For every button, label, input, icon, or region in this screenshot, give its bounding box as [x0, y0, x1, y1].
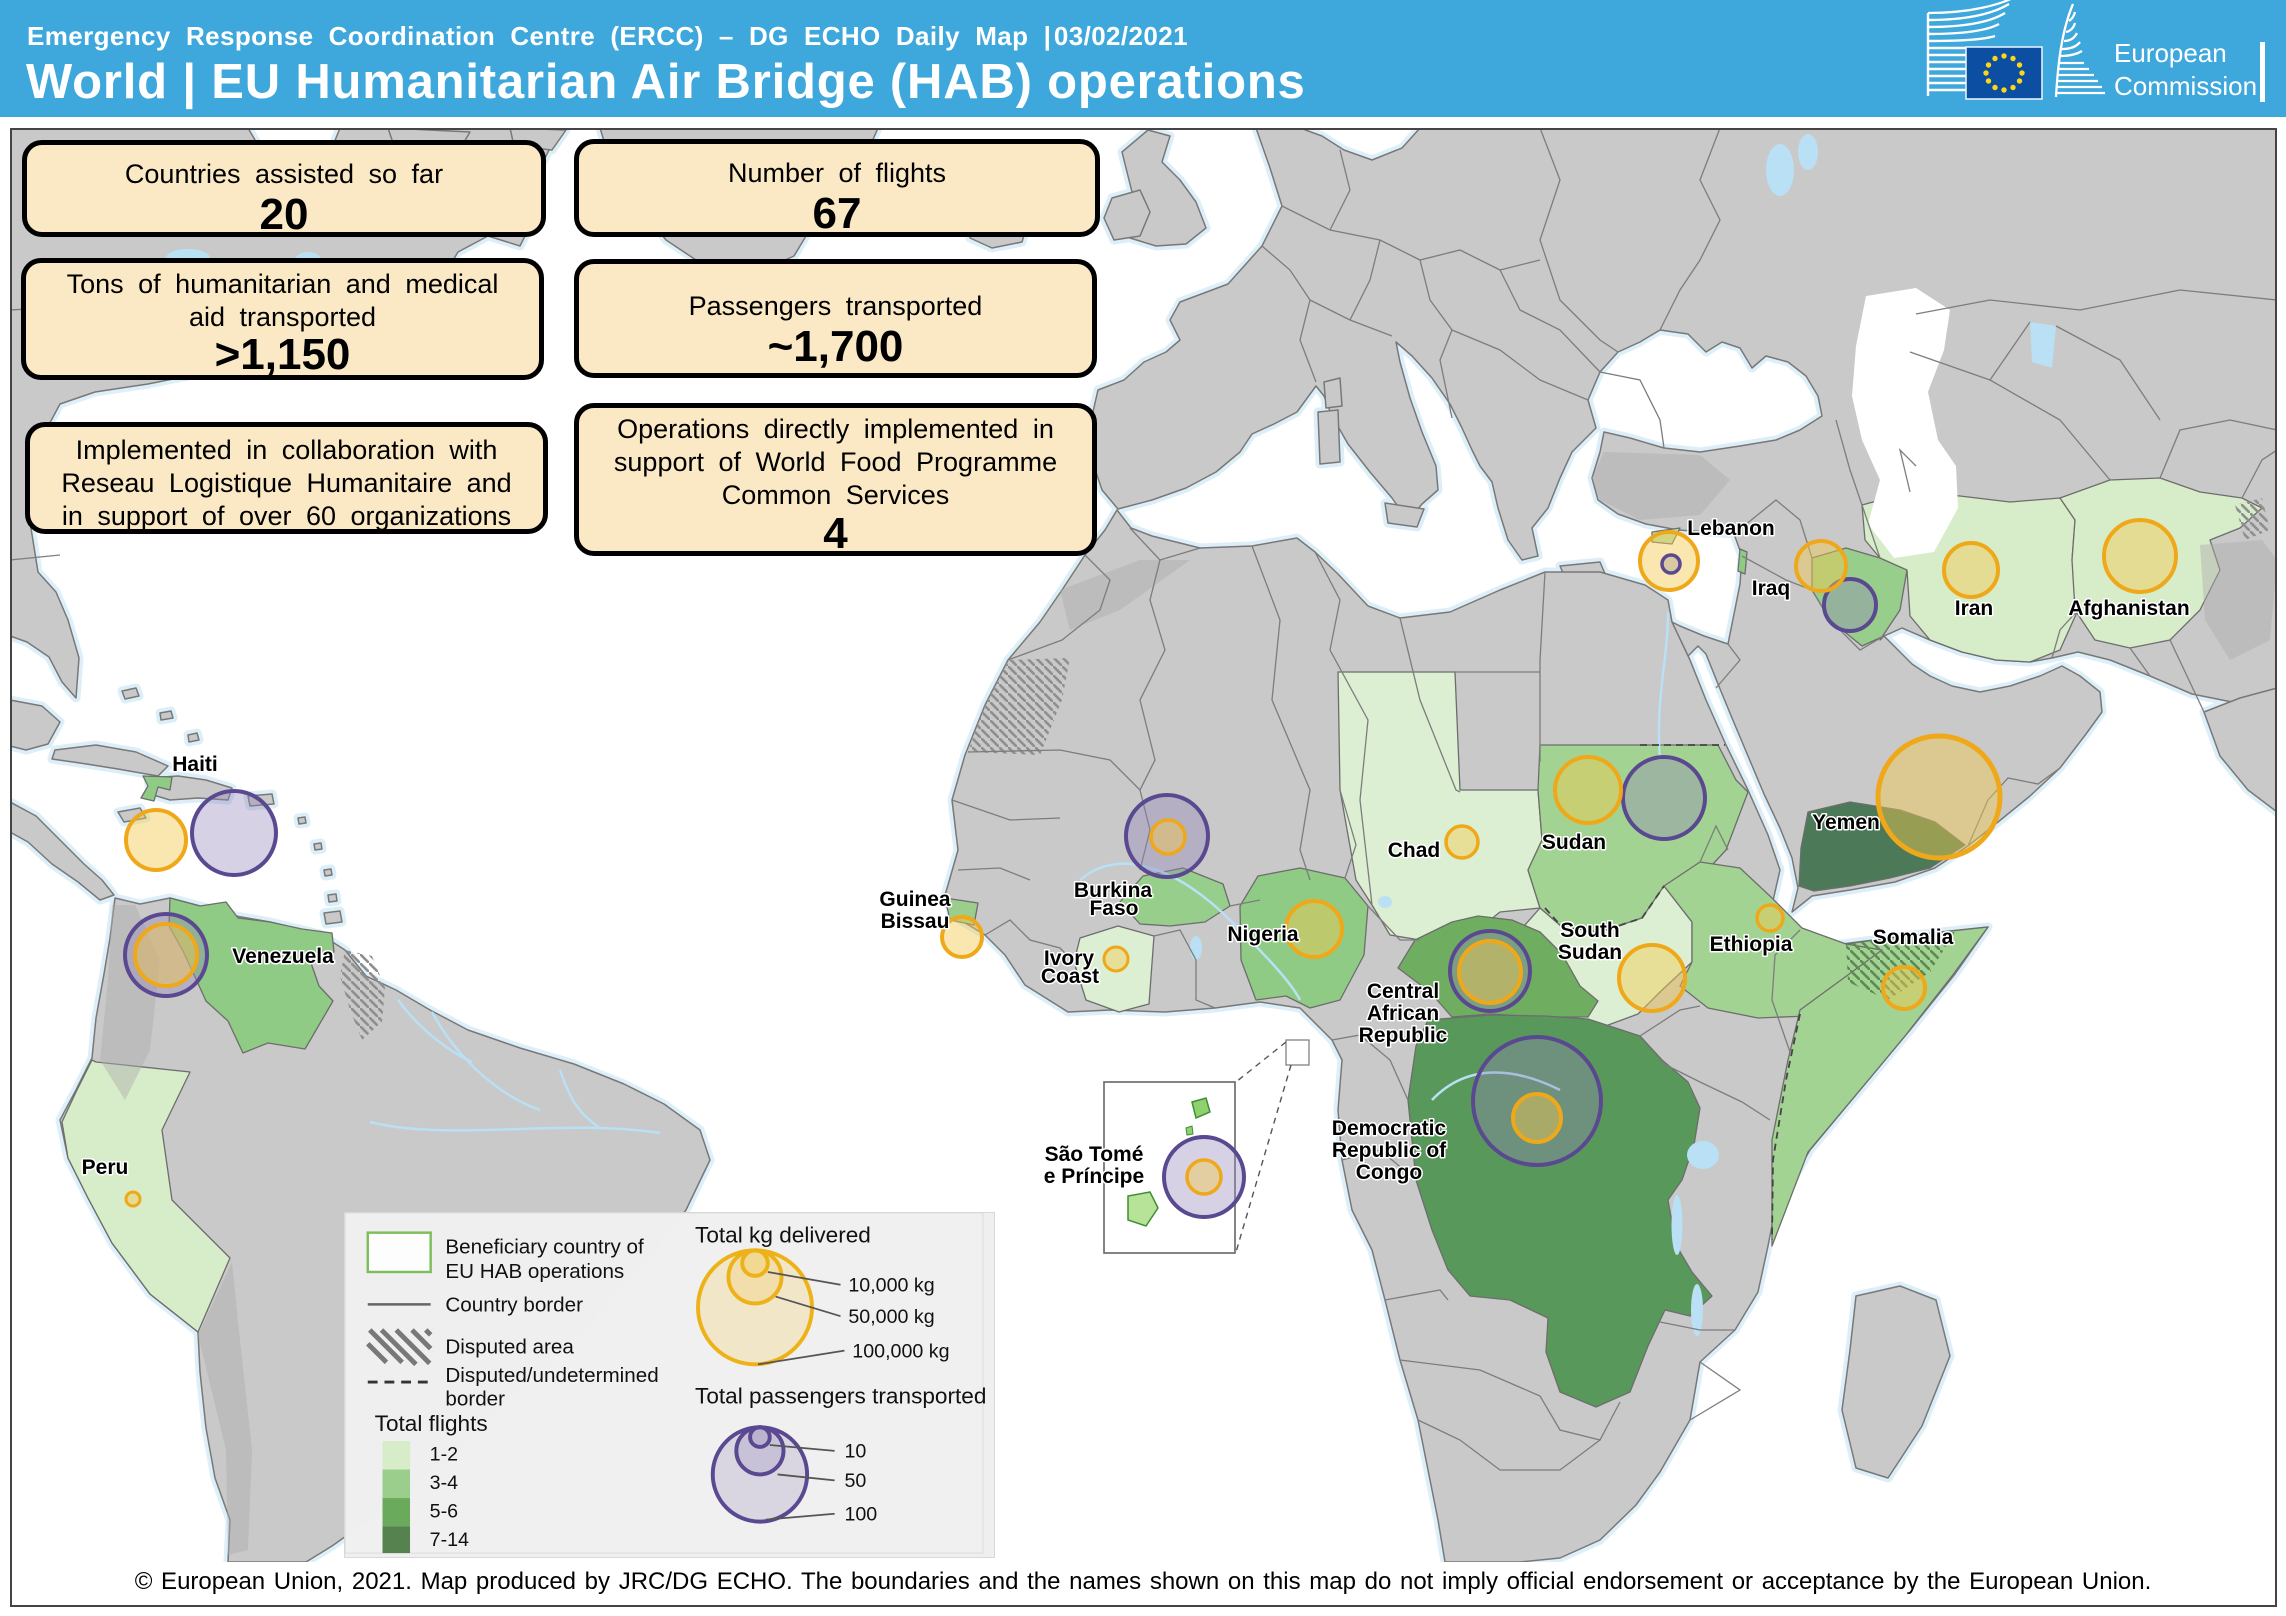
svg-text:Coast: Coast [1041, 965, 1099, 988]
svg-text:São Tomé: São Tomé [1045, 1143, 1144, 1166]
svg-text:100: 100 [844, 1504, 877, 1526]
svg-text:50,000 kg: 50,000 kg [848, 1306, 934, 1328]
svg-text:Disputed/undetermined: Disputed/undetermined [445, 1364, 658, 1387]
svg-text:Peru: Peru [82, 1156, 129, 1179]
svg-text:Venezuela: Venezuela [232, 945, 334, 968]
svg-text:10,000 kg: 10,000 kg [848, 1275, 934, 1297]
svg-text:South: South [1560, 919, 1619, 942]
svg-text:Total flights: Total flights [375, 1411, 488, 1436]
svg-text:10: 10 [844, 1441, 866, 1463]
svg-text:Total passengers transported: Total passengers transported [695, 1384, 986, 1409]
svg-text:Disputed area: Disputed area [445, 1336, 574, 1359]
svg-text:Nigeria: Nigeria [1227, 923, 1299, 946]
svg-text:Somalia: Somalia [1873, 926, 1954, 949]
svg-text:Total kg delivered: Total kg delivered [695, 1222, 871, 1247]
svg-text:Chad: Chad [1388, 839, 1441, 862]
svg-text:Central: Central [1367, 980, 1439, 1003]
svg-text:Republic: Republic [1359, 1024, 1448, 1047]
svg-text:European: European [2114, 38, 2227, 68]
svg-text:Guinea: Guinea [879, 888, 951, 911]
svg-text:Commission: Commission [2114, 71, 2257, 101]
svg-text:Afghanistan: Afghanistan [2068, 597, 2189, 620]
svg-text:Iraq: Iraq [1752, 577, 1791, 600]
svg-text:Ivory: Ivory [1044, 947, 1095, 970]
svg-text:Congo: Congo [1356, 1161, 1422, 1184]
svg-text:Sudan: Sudan [1542, 831, 1606, 854]
svg-text:7-14: 7-14 [430, 1529, 469, 1551]
svg-text:Yemen: Yemen [1812, 811, 1880, 834]
svg-text:100,000 kg: 100,000 kg [852, 1340, 949, 1362]
svg-text:e Príncipe: e Príncipe [1044, 1165, 1144, 1188]
svg-text:3-4: 3-4 [430, 1472, 458, 1494]
svg-text:Iran: Iran [1955, 597, 1994, 620]
svg-text:Lebanon: Lebanon [1687, 517, 1775, 540]
svg-text:African: African [1367, 1002, 1439, 1025]
svg-text:EU HAB operations: EU HAB operations [445, 1260, 624, 1283]
svg-text:1-2: 1-2 [430, 1444, 458, 1466]
svg-text:Ethiopia: Ethiopia [1710, 933, 1793, 956]
svg-text:5-6: 5-6 [430, 1501, 458, 1523]
svg-text:Beneficiary country of: Beneficiary country of [445, 1235, 644, 1258]
svg-text:Haiti: Haiti [172, 753, 218, 776]
svg-text:border: border [445, 1388, 505, 1411]
svg-text:50: 50 [844, 1470, 866, 1492]
svg-text:Republic of: Republic of [1332, 1139, 1447, 1162]
svg-text:Democratic: Democratic [1332, 1117, 1447, 1140]
svg-text:Burkina: Burkina [1074, 879, 1153, 902]
svg-text:Country border: Country border [445, 1293, 583, 1316]
svg-text:Bissau: Bissau [881, 910, 950, 933]
svg-text:Faso: Faso [1089, 897, 1138, 920]
svg-text:Sudan: Sudan [1558, 941, 1622, 964]
